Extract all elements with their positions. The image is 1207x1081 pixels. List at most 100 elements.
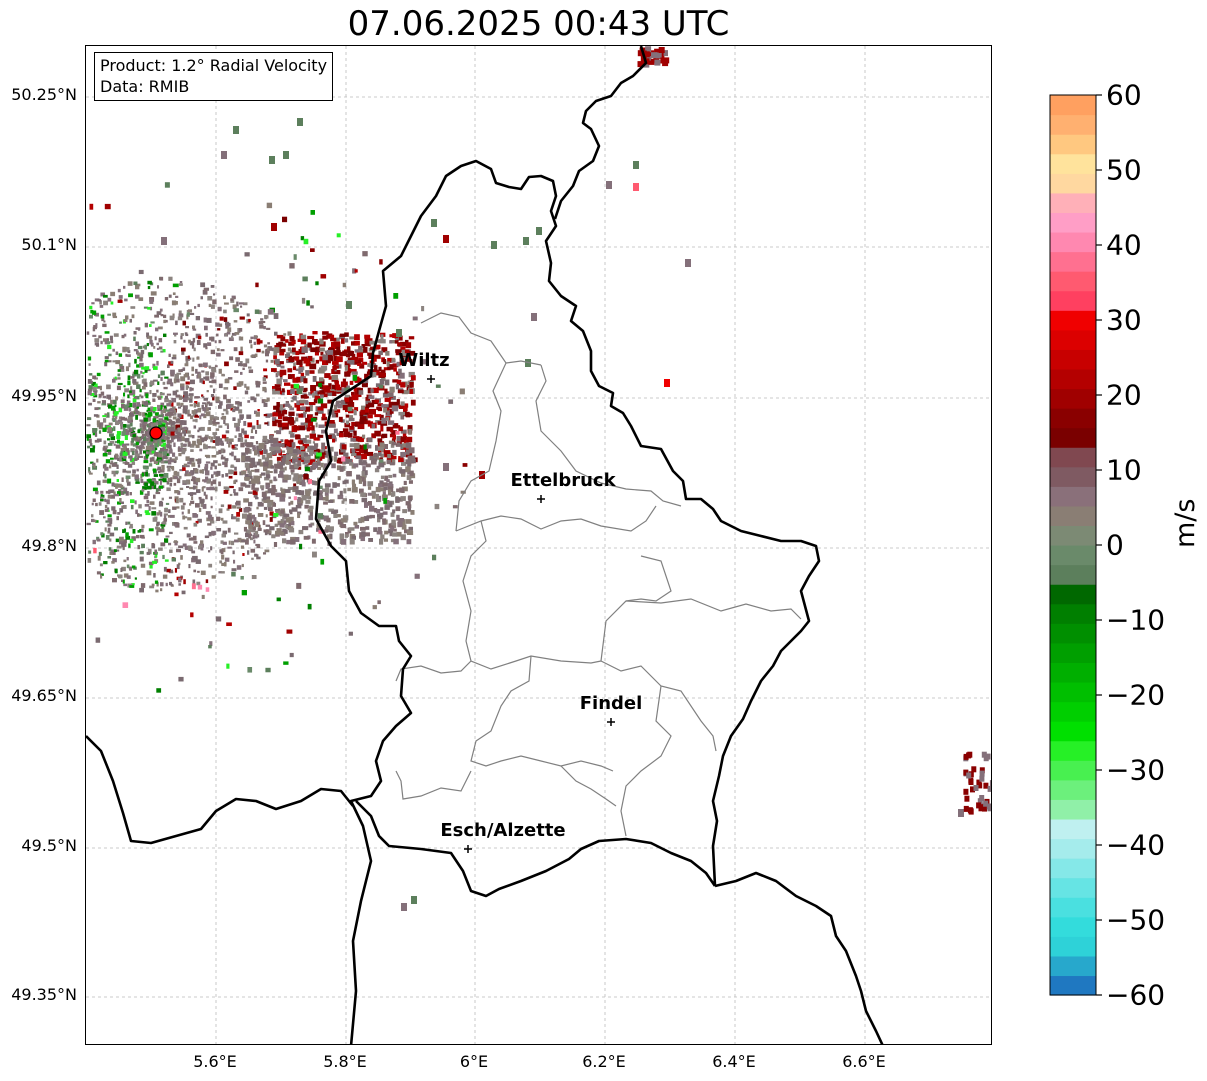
echo-cell [131, 427, 136, 430]
echo-cell [164, 182, 170, 188]
echo-cell [407, 496, 413, 500]
echo-cell [361, 497, 368, 503]
echo-cell [139, 419, 143, 422]
echo-cell [112, 415, 115, 418]
echo-cell [199, 498, 204, 504]
echo-cell [312, 392, 316, 398]
echo-cell [312, 441, 316, 444]
echo-cell [170, 401, 173, 404]
echo-cell [376, 465, 381, 469]
echo-cell [319, 377, 324, 382]
echo-cell [249, 537, 253, 541]
echo-cell [272, 386, 277, 391]
echo-cell [260, 472, 266, 476]
echo-cell [157, 374, 161, 379]
echo-cell [226, 663, 230, 669]
echo-cell [131, 473, 136, 477]
echo-cell [165, 409, 170, 412]
echo-cell [173, 482, 177, 486]
echo-cell [281, 450, 286, 453]
echo-cell [245, 539, 249, 545]
colorbar-band [1050, 564, 1096, 585]
echo-cell [373, 365, 378, 371]
echo-cell [132, 443, 137, 447]
echo-cell [119, 508, 124, 513]
echo-cell [309, 512, 313, 516]
echo-cell [176, 478, 181, 484]
echo-cell [137, 530, 141, 533]
echo-cell [172, 416, 177, 420]
echo-cell [288, 527, 295, 533]
echo-cell [326, 392, 333, 397]
echo-cell [203, 491, 206, 496]
echo-cell [327, 399, 334, 404]
echo-cell [379, 512, 384, 518]
echo-cell [282, 478, 288, 483]
echo-cell [295, 368, 300, 372]
echo-cell [143, 450, 147, 454]
echo-cell [210, 439, 214, 443]
echo-cell [405, 459, 412, 465]
echo-cell [124, 435, 128, 441]
echo-cell [195, 477, 201, 483]
echo-cell [147, 335, 153, 339]
echo-cell [240, 437, 244, 442]
echo-cell [163, 513, 168, 516]
echo-cell [100, 391, 105, 396]
echo-cell [247, 550, 250, 555]
echo-cell [129, 585, 135, 588]
echo-cell [141, 524, 145, 529]
echo-cell [148, 352, 153, 358]
echo-cell [141, 488, 145, 492]
echo-cell [159, 500, 163, 505]
echo-cell [266, 327, 271, 330]
echo-cell [400, 496, 406, 501]
echo-cell [93, 394, 98, 398]
echo-cell [232, 408, 236, 413]
colorbar-band [1050, 897, 1096, 918]
echo-cell [96, 571, 101, 575]
echo-cell [191, 537, 196, 541]
echo-cell [160, 460, 165, 464]
echo-cell [213, 471, 217, 475]
echo-cell [382, 491, 386, 495]
echo-cell [193, 402, 196, 408]
echo-cell [200, 547, 204, 551]
colorbar-tick-label: −30 [1106, 753, 1166, 787]
echo-cell [143, 417, 148, 422]
echo-cell [289, 458, 294, 463]
echo-cell [167, 466, 171, 472]
echo-cell [358, 459, 363, 466]
echo-cell [364, 406, 369, 413]
echo-cell [122, 350, 126, 353]
echo-cell [148, 528, 154, 532]
echo-cell [166, 439, 171, 443]
echo-cell [164, 417, 169, 421]
echo-cell [267, 530, 272, 534]
echo-cell [186, 312, 190, 317]
echo-cell [155, 491, 161, 495]
echo-cell [205, 461, 211, 464]
echo-cell [332, 361, 339, 365]
echo-cell [322, 413, 326, 419]
data-source-label: Data: RMIB [100, 77, 190, 96]
echo-cell [127, 281, 133, 286]
echo-cell [116, 434, 121, 439]
echo-cell [205, 579, 209, 584]
echo-cell [95, 502, 98, 507]
echo-cell [338, 416, 343, 422]
echo-cell [244, 390, 249, 395]
echo-cell [381, 376, 386, 381]
echo-cell [158, 473, 164, 477]
echo-cell [216, 333, 219, 337]
echo-cell [180, 333, 184, 336]
colorbar-band [1050, 290, 1096, 311]
echo-cell [145, 368, 151, 372]
echo-cell [380, 534, 385, 540]
echo-cell [263, 506, 268, 510]
colorbar-band [1050, 368, 1096, 390]
echo-cell [395, 351, 402, 356]
echo-cell [186, 533, 191, 538]
echo-cell [406, 475, 412, 480]
echo-cell [210, 285, 215, 288]
